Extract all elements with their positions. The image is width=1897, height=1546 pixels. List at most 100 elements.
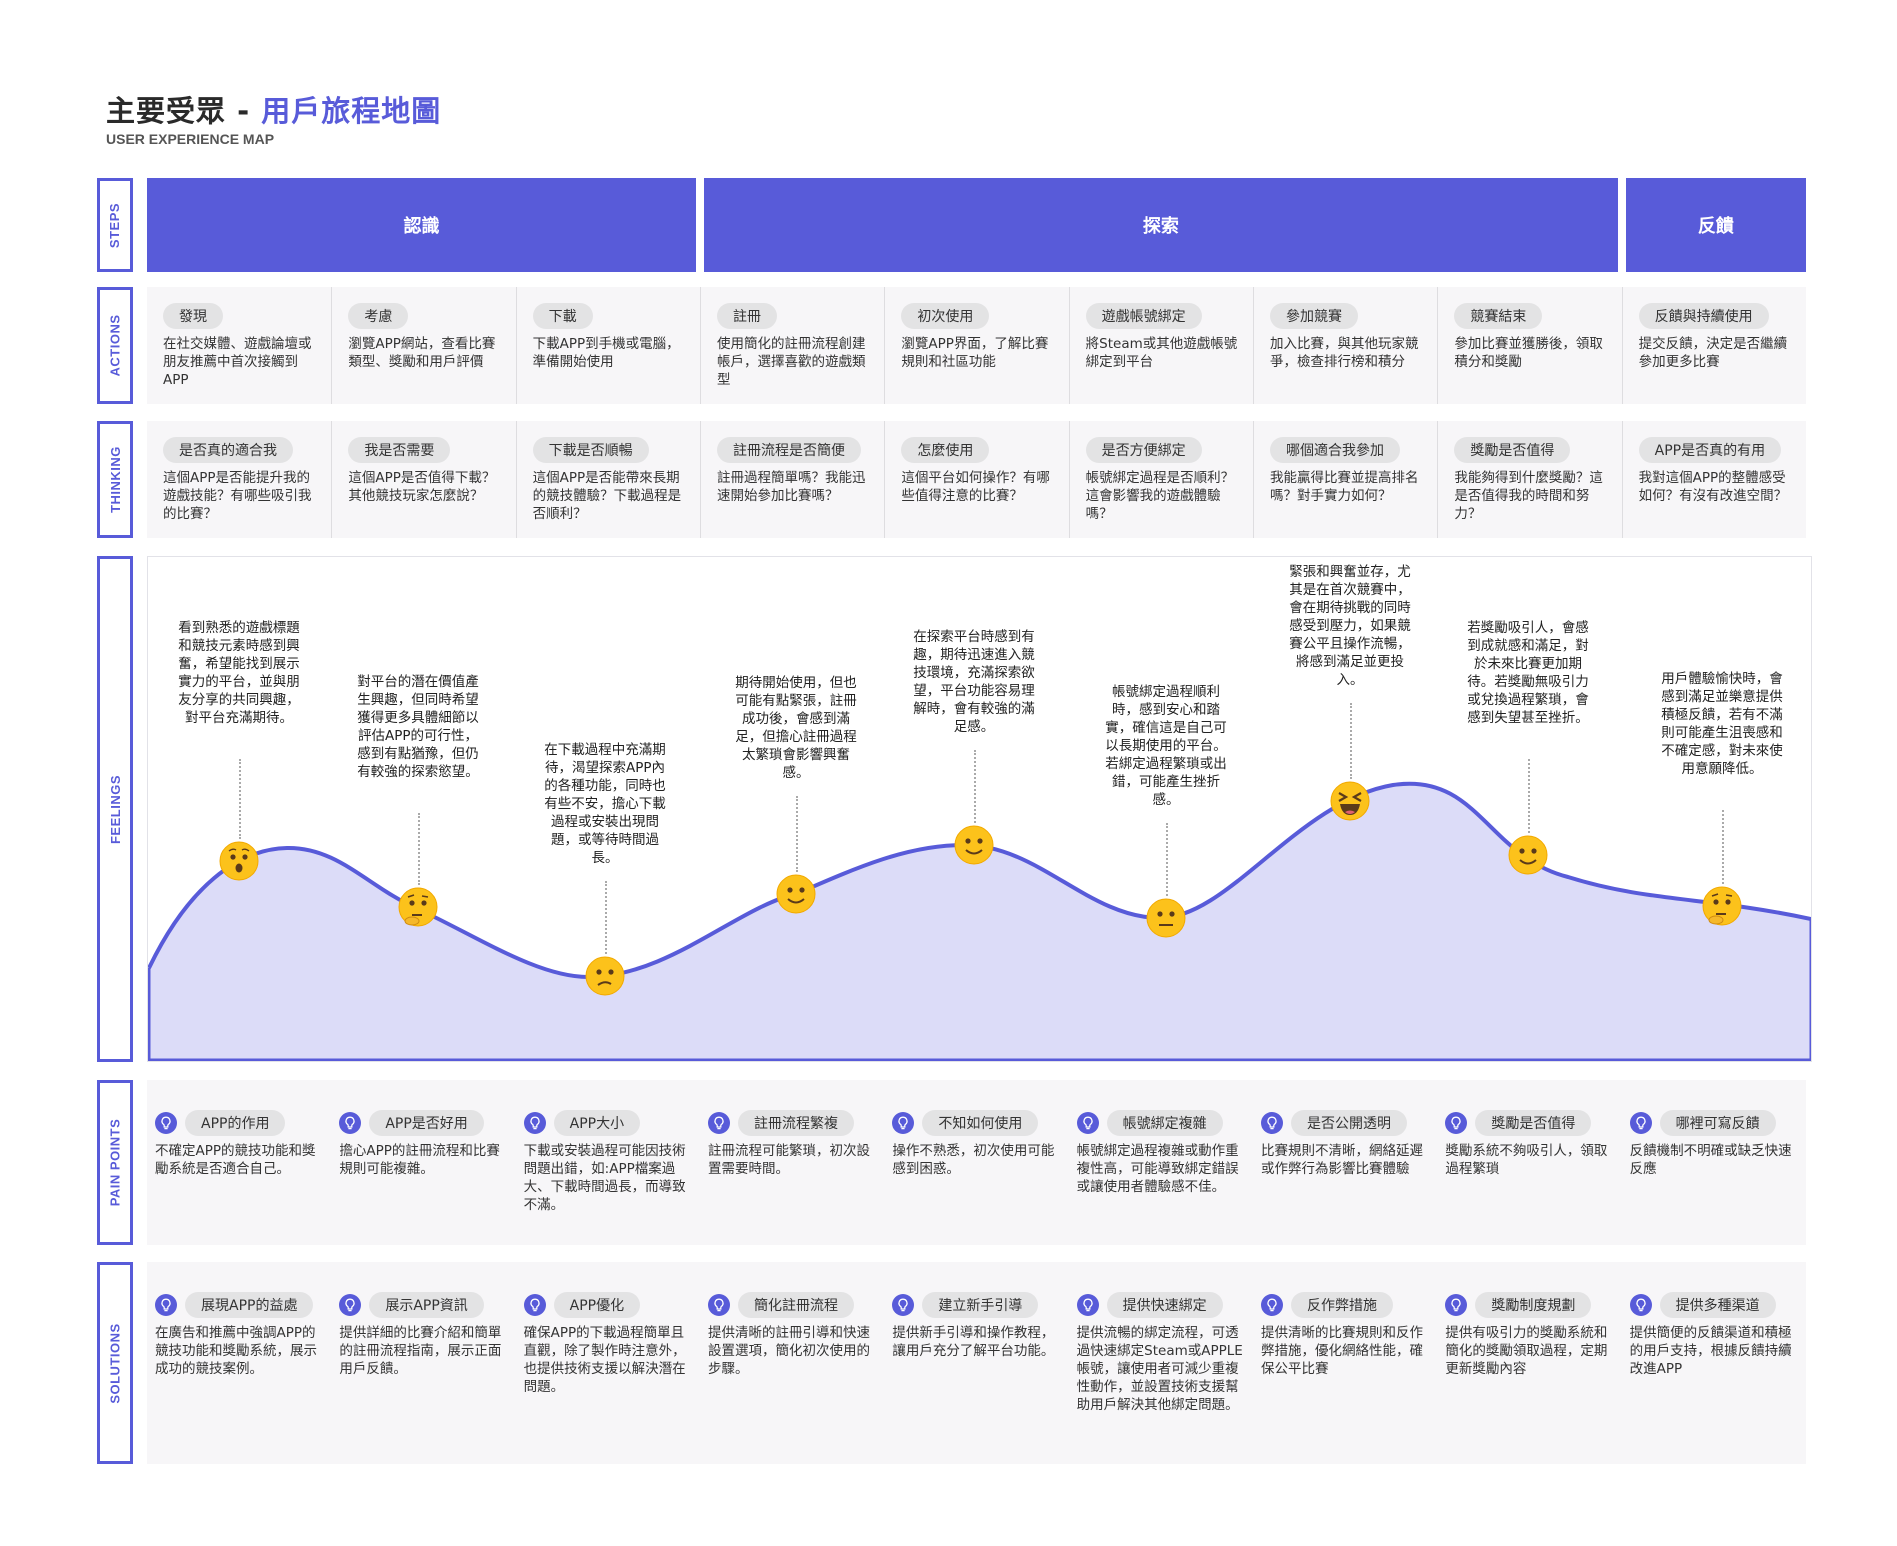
curve-area: [149, 783, 1811, 1061]
tag-pill: 展現APP的益處: [185, 1292, 314, 1318]
tag-pill: 哪裡可寫反饋: [1659, 1110, 1776, 1136]
item-text: 下載或安裝過程可能因技術問題出錯，如:APP檔案過大、下載時間過長，而導致不滿。: [523, 1143, 686, 1213]
neutral-face-icon: [1146, 898, 1186, 942]
tag-pill: APP的作用: [185, 1110, 286, 1136]
item-header: 帳號綁定複雜: [1076, 1110, 1245, 1136]
item-text: 參加比賽並獲勝後，領取積分和獎勵: [1454, 336, 1603, 370]
solutions-item: APP優化確保APP的下載過程簡單且直觀，除了製作時注意外，也提供技術支援以解決…: [516, 1262, 700, 1464]
connector-line: [605, 881, 607, 954]
item-text: 操作不熟悉，初次使用可能感到困惑。: [892, 1143, 1055, 1177]
tag-pill: 不知如何使用: [922, 1110, 1039, 1136]
tag-pill: 是否真的適合我: [163, 437, 293, 463]
row-label-solutions: SOLUTIONS: [97, 1262, 133, 1464]
row-label-text: FEELINGS: [107, 774, 123, 844]
item-header: 提供多種渠道: [1629, 1292, 1798, 1318]
actions-item: 初次使用 瀏覽APP界面，了解比賽規則和社區功能: [884, 287, 1068, 404]
item-text: 比賽規則不清晰，網絡延遲或作弊行為影響比賽體驗: [1260, 1143, 1423, 1177]
item-text: 擔心APP的註冊流程和比賽規則可能複雜。: [339, 1143, 500, 1177]
item-header: APP是否好用: [339, 1110, 507, 1136]
item-header: 是否公開透明: [1260, 1110, 1429, 1136]
lightbulb-icon: [1260, 1112, 1283, 1134]
lightbulb-icon: [155, 1294, 177, 1316]
row-label-text: THINKING: [107, 446, 123, 513]
item-header: 建立新手引導: [892, 1292, 1060, 1318]
item-header: 註冊: [716, 303, 872, 329]
item-text: 這個APP是否值得下載？其他競技玩家怎麼說？: [348, 470, 496, 504]
tag-pill: 展示APP資訊: [369, 1292, 484, 1318]
tag-pill: 參加競賽: [1269, 303, 1358, 329]
item-header: 提供快速綁定: [1076, 1292, 1245, 1318]
tag-pill: APP大小: [553, 1110, 641, 1136]
feeling-text: 緊張和興奮並存，尤其是在首次競賽中，會在期待挑戰的同時感受到壓力，如果競賽公平且…: [1289, 564, 1411, 688]
thinking-row: 是否真的適合我這個APP是否能提升我的遊戲技能？有哪些吸引我的比賽？ 我是否需要這…: [147, 421, 1806, 538]
tag-pill: 發現: [163, 303, 223, 329]
thinking-item: 獎勵是否值得 我能夠得到什麼獎勵？這是否值得我的時間和努力？: [1437, 421, 1621, 538]
item-text: 註冊過程簡單嗎？我能迅速開始參加比賽嗎？: [716, 470, 866, 504]
connector-line: [1166, 823, 1168, 896]
lightbulb-icon: [523, 1112, 546, 1134]
tag-pill: 初次使用: [901, 303, 990, 329]
tag-pill: 考慮: [348, 303, 409, 329]
connector-line: [796, 796, 798, 872]
pain-points-item: 帳號綁定複雜 帳號綁定過程複雜或動作重複性高，可能導致綁定錯誤或讓使用者體驗感不佳…: [1069, 1080, 1253, 1245]
slightly-smiling-face-icon: [954, 825, 994, 869]
item-text: 這個APP是否能提升我的遊戲技能？有哪些吸引我的比賽？: [163, 470, 312, 522]
item-text: 這個平台如何操作？有哪些值得注意的比賽？: [901, 470, 1050, 504]
lightbulb-icon: [1076, 1294, 1099, 1316]
laughing-face-icon: [1330, 781, 1370, 825]
slightly-smiling-face-icon: [1508, 835, 1548, 879]
item-header: APP大小: [523, 1110, 692, 1136]
item-text: 下載APP到手機或電腦，準備開始使用: [532, 336, 680, 370]
feeling-text: 帳號綁定過程順利時，感到安心和踏實，確信這是自己可以長期使用的平台。若綁定過程繁…: [1105, 684, 1227, 808]
lightbulb-icon: [1445, 1294, 1468, 1316]
thinking-item: 註冊流程是否簡便註冊過程簡單嗎？我能迅速開始參加比賽嗎？: [699, 421, 884, 538]
item-text: 提供有吸引力的獎勵系統和簡化的獎勵領取過程，定期更新獎勵內容: [1445, 1325, 1608, 1377]
step-2: 反饋: [1625, 178, 1806, 272]
page-subtitle: USER EXPERIENCE MAP: [106, 131, 275, 147]
item-header: 反饋與持續使用: [1638, 303, 1794, 329]
tag-pill: 哪個適合我參加: [1269, 437, 1400, 463]
chart-frame: [148, 919, 1811, 1061]
thinking-item: 是否方便綁定 帳號綁定過程是否順利？這會影響我的遊戲體驗嗎？: [1068, 421, 1253, 538]
tag-pill: 下載: [532, 303, 593, 329]
tag-pill: 我是否需要: [348, 437, 451, 463]
tag-pill: 帳號綁定複雜: [1106, 1110, 1223, 1136]
pain-points-item: 不知如何使用操作不熟悉，初次使用可能感到困惑。: [884, 1080, 1068, 1245]
item-text: 我能夠得到什麼獎勵？這是否值得我的時間和努力？: [1454, 470, 1603, 522]
connector-line: [974, 750, 976, 823]
feeling-text: 在下載過程中充滿期待，渴望探索APP內的各種功能，同時也有些不安，擔心下載過程或…: [544, 742, 666, 866]
tag-pill: 註冊: [716, 303, 777, 329]
solutions-item: 提供多種渠道提供簡便的反饋渠道和積極的用戶支持，根據反饋持續改進APP: [1622, 1262, 1806, 1464]
tag-pill: APP優化: [553, 1292, 641, 1318]
item-text: 確保APP的下載過程簡單且直觀，除了製作時注意外，也提供技術支援以解決潛在問題。: [523, 1325, 686, 1395]
pain-points-item: APP的作用 不確定APP的競技功能和獎勵系統是否適合自己。: [147, 1080, 331, 1245]
solutions-item: 建立新手引導 提供新手引導和操作教程，讓用戶充分了解平台功能。: [884, 1262, 1068, 1464]
item-header: 怎麼使用: [901, 437, 1056, 463]
thinking-item: 下載是否順暢 這個APP是否能帶來長期的競技體驗？下載過程是否順利？: [515, 421, 700, 538]
actions-item: 考慮 瀏覽APP網站，查看比賽類型、獎勵和用戶評價: [331, 287, 515, 404]
item-text: 提交反饋，決定是否繼續參加更多比賽: [1638, 336, 1788, 370]
row-label-steps: STEPS: [97, 178, 133, 272]
item-header: APP是否真的有用: [1638, 437, 1794, 463]
item-header: APP的作用: [155, 1110, 323, 1136]
item-text: 在廣告和推薦中強調APP的競技功能和獎勵系統，展示成功的競技案例。: [155, 1325, 317, 1377]
tag-pill: 註冊流程是否簡便: [716, 437, 861, 463]
item-header: 不知如何使用: [892, 1110, 1060, 1136]
tag-pill: 反作弊措施: [1290, 1292, 1393, 1318]
curve-line: [148, 781, 1811, 980]
page-title: 主要受眾 - 用戶旅程地圖: [106, 88, 441, 130]
item-text: 將Steam或其他遊戲帳號綁定到平台: [1085, 336, 1238, 370]
thinking-item: 怎麼使用這個平台如何操作？有哪些值得注意的比賽？: [884, 421, 1068, 538]
pain-points-item: APP大小下載或安裝過程可能因技術問題出錯，如:APP檔案過大、下載時間過長，而…: [516, 1080, 700, 1245]
connector-line: [1722, 810, 1724, 884]
solutions-item: 提供快速綁定 提供流暢的綁定流程，可透過快速綁定Steam或APPLE帳號，讓使用…: [1069, 1262, 1253, 1464]
item-header: 競賽結束: [1454, 303, 1609, 329]
title-accent: 用戶旅程地圖: [261, 94, 442, 128]
pain-points-row: APP的作用 不確定APP的競技功能和獎勵系統是否適合自己。 APP是否好用擔心AP…: [147, 1080, 1806, 1245]
item-text: 提供簡便的反饋渠道和積極的用戶支持，根據反饋持續改進APP: [1629, 1325, 1792, 1377]
item-header: 獎勵是否值得: [1445, 1110, 1613, 1136]
lightbulb-icon: [523, 1294, 546, 1316]
solutions-row: 展現APP的益處在廣告和推薦中強調APP的競技功能和獎勵系統，展示成功的競技案例…: [147, 1262, 1806, 1464]
row-label-text: PAIN POINTS: [107, 1118, 123, 1207]
actions-item: 遊戲帳號綁定 將Steam或其他遊戲帳號綁定到平台: [1068, 287, 1253, 404]
